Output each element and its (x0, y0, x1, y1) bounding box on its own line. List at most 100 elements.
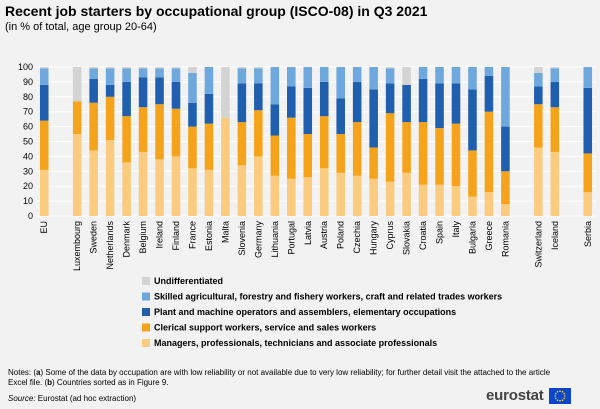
bar-segment-undifferentiated (155, 67, 164, 69)
x-category-label: Finland (171, 221, 181, 251)
bar-segment-plant (484, 75, 494, 112)
bar-segment-clerical (287, 117, 296, 179)
bar-segment-clerical (319, 116, 329, 169)
x-category-label: Slovenia (237, 221, 247, 256)
bar-segment-plant (105, 84, 115, 97)
bar-segment-managers (319, 168, 329, 216)
bar-segment-plant (171, 81, 181, 109)
x-category-label: EU (39, 221, 49, 234)
bar-segment-undifferentiated (534, 67, 543, 73)
x-category-label: Estonia (204, 221, 214, 251)
x-category-label: Ireland (155, 221, 165, 249)
x-category-label: Luxembourg (72, 221, 82, 271)
bar-segment-clerical (303, 134, 313, 178)
legend-label: Managers, professionals, technicians and… (154, 338, 437, 348)
legend-label: Skilled agricultural, forestry and fishe… (154, 292, 502, 302)
bar-segment-plant (122, 81, 131, 117)
bar-segment-managers (484, 192, 494, 216)
bar-segment-managers (138, 151, 148, 216)
legend-swatch-clerical (142, 323, 150, 332)
x-category-label: Iceland (550, 221, 560, 250)
x-category-label: Poland (336, 221, 346, 249)
bar-segment-plant (287, 86, 296, 118)
bar-segment-plant (270, 104, 280, 136)
bar-segment-plant (418, 78, 428, 123)
bar-segment-managers (72, 134, 82, 216)
bar-segment-clerical (155, 104, 164, 160)
y-tick-label: 90 (23, 77, 33, 87)
x-category-label: Cyprus (385, 221, 395, 250)
bar-segment-managers (221, 117, 230, 216)
x-category-label: Germany (253, 221, 263, 259)
x-category-label: Malta (220, 221, 230, 243)
bar-segment-skilled (122, 68, 131, 82)
bar-segment-managers (89, 150, 98, 216)
bar-segment-plant (385, 83, 395, 114)
bar-segment-skilled (435, 67, 444, 84)
bar-segment-clerical (385, 113, 395, 182)
bar-segment-plant (39, 84, 49, 121)
bar-segment-clerical (39, 120, 49, 170)
x-category-label: Denmark (122, 221, 132, 258)
y-tick-label: 10 (23, 196, 33, 206)
bar-segment-plant (204, 93, 214, 124)
bar-segment-managers (336, 172, 345, 216)
bar-segment-plant (138, 77, 148, 108)
notes: Notes: (a) Some of the data by occupatio… (8, 368, 551, 387)
bar-segment-clerical (138, 107, 148, 152)
bar-segment-plant (155, 77, 164, 105)
x-category-label: Belgium (138, 221, 148, 254)
bar-segment-managers (105, 140, 115, 216)
y-tick-label: 70 (23, 107, 33, 117)
y-tick-label: 20 (23, 181, 33, 191)
bar-segment-skilled (188, 72, 197, 103)
x-category-label: Hungary (369, 221, 379, 256)
x-category-label: Czechia (352, 221, 362, 254)
bar-segment-undifferentiated (39, 67, 49, 69)
bar-segment-undifferentiated (171, 67, 181, 69)
bar-segment-managers (369, 178, 378, 216)
bar-segment-plant (583, 87, 593, 154)
x-category-label: France (187, 221, 197, 249)
bar-segment-clerical (501, 171, 510, 205)
bar-segment-undifferentiated (550, 67, 560, 69)
x-category-label: Serbia (583, 221, 593, 247)
bar-segment-clerical (352, 122, 362, 176)
bar-segment-managers (122, 162, 131, 216)
bar-segment-plant (402, 84, 411, 123)
x-category-label: Austria (319, 221, 329, 249)
bar-segment-managers (352, 175, 362, 216)
bar-segment-skilled (39, 68, 49, 85)
bar-segment-skilled (155, 68, 164, 78)
bar-segment-skilled (418, 67, 428, 79)
legend-swatch-plant (142, 308, 150, 316)
legend: Undifferentiated Skilled agricultural, fo… (142, 276, 502, 348)
bar-segment-plant (451, 83, 461, 124)
bar-segment-clerical (451, 123, 461, 187)
y-tick-label: 0 (28, 211, 33, 221)
bar-segment-undifferentiated (138, 67, 148, 69)
bar-segment-skilled (204, 67, 214, 94)
bar-segment-plant (369, 89, 378, 148)
bar-segment-managers (501, 204, 510, 216)
eu-flag-icon (548, 387, 571, 404)
bar-segment-clerical (254, 110, 263, 157)
legend-label: Clerical support workers, service and sa… (154, 323, 376, 333)
bar-segment-skilled (254, 68, 263, 84)
x-category-label: Bulgaria (467, 221, 477, 254)
bar-segment-plant (336, 98, 345, 135)
x-category-label: Latvia (303, 221, 313, 245)
legend-label: Undifferentiated (154, 276, 223, 286)
bar-segment-plant (534, 86, 543, 105)
bar-segment-managers (534, 147, 543, 216)
bar-segment-managers (171, 156, 181, 216)
bar-segment-managers (583, 192, 593, 216)
x-category-label: Switzerland (533, 221, 543, 268)
y-axis-ticks: 0 10 20 30 40 50 60 70 80 90 100 (18, 62, 33, 221)
bar-segment-managers (155, 159, 164, 216)
x-category-label: Slovakia (402, 221, 412, 255)
bar-segment-undifferentiated (188, 67, 197, 73)
bar-segment-managers (287, 178, 296, 216)
x-category-label: Italy (451, 221, 461, 238)
